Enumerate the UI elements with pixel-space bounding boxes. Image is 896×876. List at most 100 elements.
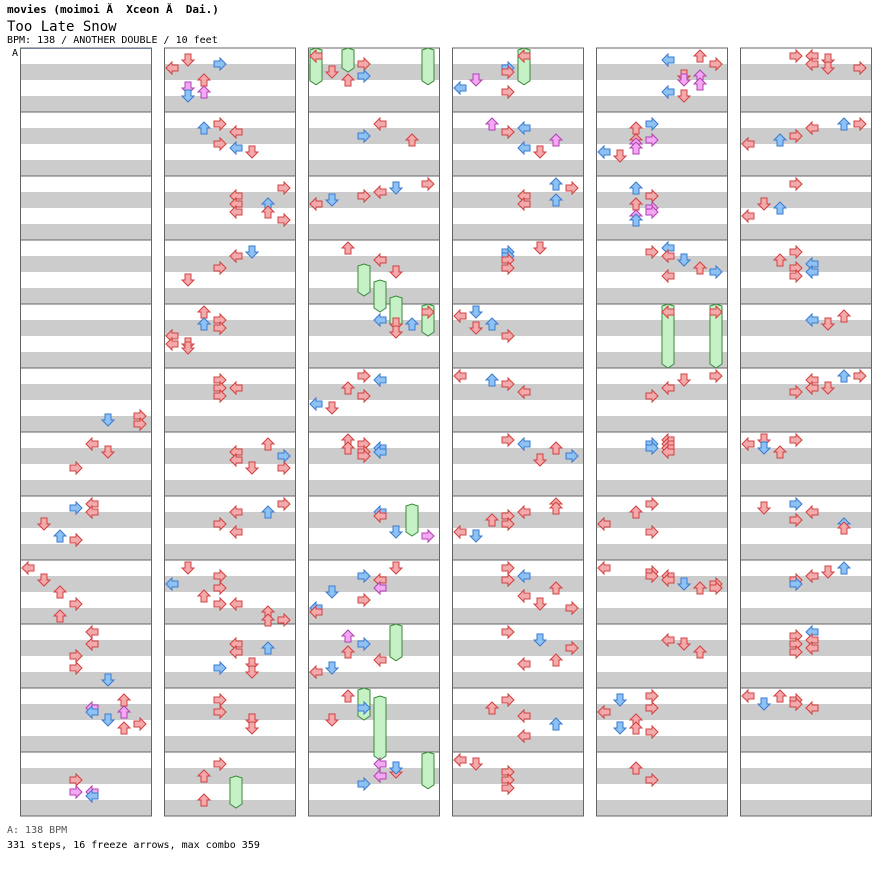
- step-arrow-right: [789, 512, 803, 528]
- beat-stripe: [596, 160, 728, 176]
- step-arrow-down: [676, 73, 692, 87]
- beat-stripe: [740, 448, 872, 464]
- beat-stripe: [308, 64, 440, 80]
- step-arrow-right: [565, 600, 579, 616]
- step-arrow-right: [133, 416, 147, 432]
- step-arrow-left: [597, 516, 611, 532]
- step-arrow-right: [565, 640, 579, 656]
- beat-stripe: [164, 640, 296, 656]
- step-arrow-left: [805, 568, 819, 584]
- step-arrow-up: [548, 177, 564, 191]
- step-arrow-left: [229, 452, 243, 468]
- beat-stripe: [452, 768, 584, 784]
- step-arrow-left: [373, 444, 387, 460]
- beat-stripe: [20, 768, 152, 784]
- step-arrow-down: [820, 317, 836, 331]
- beat-stripe: [20, 288, 152, 304]
- step-arrow-left: [517, 728, 531, 744]
- step-arrow-left: [229, 140, 243, 156]
- step-arrow-right: [213, 320, 227, 336]
- step-arrow-left: [741, 688, 755, 704]
- step-arrow-up: [404, 133, 420, 147]
- beat-stripe: [308, 96, 440, 112]
- step-arrow-left: [805, 312, 819, 328]
- step-arrow-left: [517, 48, 531, 64]
- step-arrow-right: [645, 700, 659, 716]
- step-arrow-up: [628, 721, 644, 735]
- step-arrow-left: [805, 640, 819, 656]
- bpm-legend: A: 138 BPM: [7, 825, 68, 836]
- step-arrow-down: [676, 577, 692, 591]
- step-arrow-right: [789, 48, 803, 64]
- step-arrow-right: [277, 460, 291, 476]
- step-arrow-up: [628, 181, 644, 195]
- beat-stripe: [596, 256, 728, 272]
- step-arrow-right: [501, 124, 515, 140]
- beat-stripe: [740, 352, 872, 368]
- step-arrow-left: [85, 636, 99, 652]
- beat-stripe: [740, 288, 872, 304]
- beat-stripe: [740, 160, 872, 176]
- step-arrow-left: [661, 304, 675, 320]
- step-arrow-left: [373, 652, 387, 668]
- step-arrow-down: [324, 65, 340, 79]
- freeze-arrow: [421, 47, 435, 86]
- beat-stripe: [452, 352, 584, 368]
- step-arrow-up: [116, 721, 132, 735]
- step-arrow-up: [340, 241, 356, 255]
- beat-stripe: [452, 576, 584, 592]
- beat-stripe: [740, 512, 872, 528]
- chart-info: BPM: 138 / ANOTHER DOUBLE / 10 feet: [7, 35, 218, 46]
- step-arrow-down: [756, 697, 772, 711]
- beat-stripe: [20, 544, 152, 560]
- step-arrow-down: [676, 253, 692, 267]
- step-arrow-right: [645, 116, 659, 132]
- step-arrow-left: [741, 136, 755, 152]
- step-arrow-left: [517, 588, 531, 604]
- beat-stripe: [20, 448, 152, 464]
- step-arrow-left: [517, 708, 531, 724]
- freeze-arrow: [709, 303, 723, 369]
- step-arrow-right: [709, 580, 723, 596]
- chart-column-frame: [308, 47, 440, 817]
- beat-stripe: [308, 256, 440, 272]
- step-arrow-up: [196, 121, 212, 135]
- beat-stripe: [452, 800, 584, 816]
- beat-stripe: [164, 320, 296, 336]
- beat-stripe: [596, 736, 728, 752]
- beat-stripe: [452, 672, 584, 688]
- chart-stats: 331 steps, 16 freeze arrows, max combo 3…: [7, 840, 260, 851]
- step-arrow-left: [309, 48, 323, 64]
- beat-stripe: [164, 288, 296, 304]
- chart-column-frame: [164, 47, 296, 817]
- step-arrow-right: [501, 432, 515, 448]
- step-arrow-up: [484, 513, 500, 527]
- step-arrow-right: [789, 496, 803, 512]
- step-arrow-right: [501, 260, 515, 276]
- step-arrow-right: [501, 624, 515, 640]
- step-arrow-left: [309, 196, 323, 212]
- beat-stripe: [740, 672, 872, 688]
- step-arrow-left: [517, 140, 531, 156]
- beat-stripe: [308, 448, 440, 464]
- beat-stripe: [20, 128, 152, 144]
- beat-stripe: [20, 192, 152, 208]
- step-arrow-left: [229, 504, 243, 520]
- step-arrow-down: [676, 89, 692, 103]
- step-arrow-right: [277, 612, 291, 628]
- beat-stripe: [596, 704, 728, 720]
- beat-stripe: [20, 96, 152, 112]
- beat-stripe: [164, 160, 296, 176]
- beat-stripe: [308, 416, 440, 432]
- chart-column-frame: [452, 47, 584, 817]
- step-arrow-left: [229, 204, 243, 220]
- step-arrow-up: [484, 701, 500, 715]
- beat-stripe: [596, 192, 728, 208]
- step-arrow-right: [501, 560, 515, 576]
- beat-stripe: [740, 544, 872, 560]
- step-arrow-down: [468, 73, 484, 87]
- beat-stripe: [308, 160, 440, 176]
- step-arrow-up: [196, 317, 212, 331]
- step-arrow-right: [357, 448, 371, 464]
